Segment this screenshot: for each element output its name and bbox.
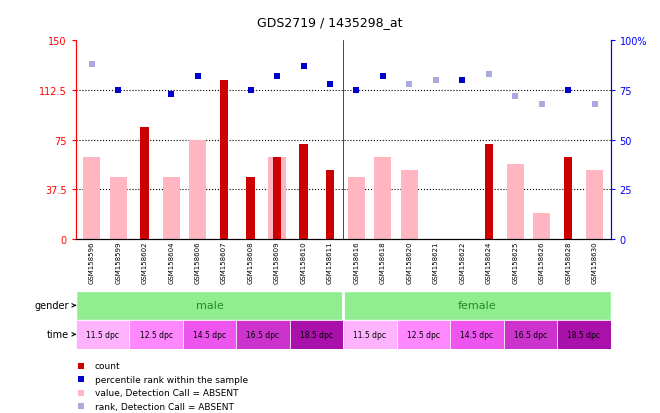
Bar [397, 320, 450, 349]
Text: GDS2719 / 1435298_at: GDS2719 / 1435298_at [257, 16, 403, 29]
Text: rank, Detection Call = ABSENT: rank, Detection Call = ABSENT [94, 402, 234, 411]
Text: 16.5 dpc: 16.5 dpc [246, 330, 280, 339]
Text: 14.5 dpc: 14.5 dpc [460, 330, 494, 339]
Text: time: time [47, 330, 69, 339]
Bar [374, 158, 391, 240]
Bar [586, 171, 603, 240]
Text: 12.5 dpc: 12.5 dpc [407, 330, 440, 339]
Text: 16.5 dpc: 16.5 dpc [513, 330, 547, 339]
Text: count: count [94, 361, 120, 370]
Bar [484, 145, 493, 240]
Text: 11.5 dpc: 11.5 dpc [86, 330, 119, 339]
Bar [504, 320, 557, 349]
Bar [236, 320, 290, 349]
Bar [564, 158, 572, 240]
Bar [220, 81, 228, 240]
Bar [507, 164, 524, 240]
Text: female: female [457, 301, 496, 311]
Bar [83, 158, 100, 240]
Text: 18.5 dpc: 18.5 dpc [300, 330, 333, 339]
Bar [189, 140, 206, 240]
Bar [348, 178, 365, 240]
Bar [246, 178, 255, 240]
Text: 12.5 dpc: 12.5 dpc [140, 330, 173, 339]
Bar [162, 178, 180, 240]
Bar [269, 158, 286, 240]
Text: percentile rank within the sample: percentile rank within the sample [94, 375, 248, 384]
Bar [141, 127, 149, 240]
Bar [129, 320, 183, 349]
Bar [343, 291, 610, 320]
Bar [299, 145, 308, 240]
Bar [343, 320, 397, 349]
Text: gender: gender [35, 301, 69, 311]
Text: 18.5 dpc: 18.5 dpc [568, 330, 601, 339]
Bar [533, 213, 550, 240]
Text: 11.5 dpc: 11.5 dpc [354, 330, 387, 339]
Bar [110, 178, 127, 240]
Text: male: male [195, 301, 224, 311]
Bar [273, 158, 281, 240]
Text: value, Detection Call = ABSENT: value, Detection Call = ABSENT [94, 388, 238, 397]
Bar [401, 171, 418, 240]
Bar [76, 291, 343, 320]
Bar [450, 320, 504, 349]
Text: 14.5 dpc: 14.5 dpc [193, 330, 226, 339]
Bar [290, 320, 343, 349]
Bar [183, 320, 236, 349]
Bar [76, 320, 129, 349]
Bar [326, 171, 334, 240]
Bar [557, 320, 610, 349]
